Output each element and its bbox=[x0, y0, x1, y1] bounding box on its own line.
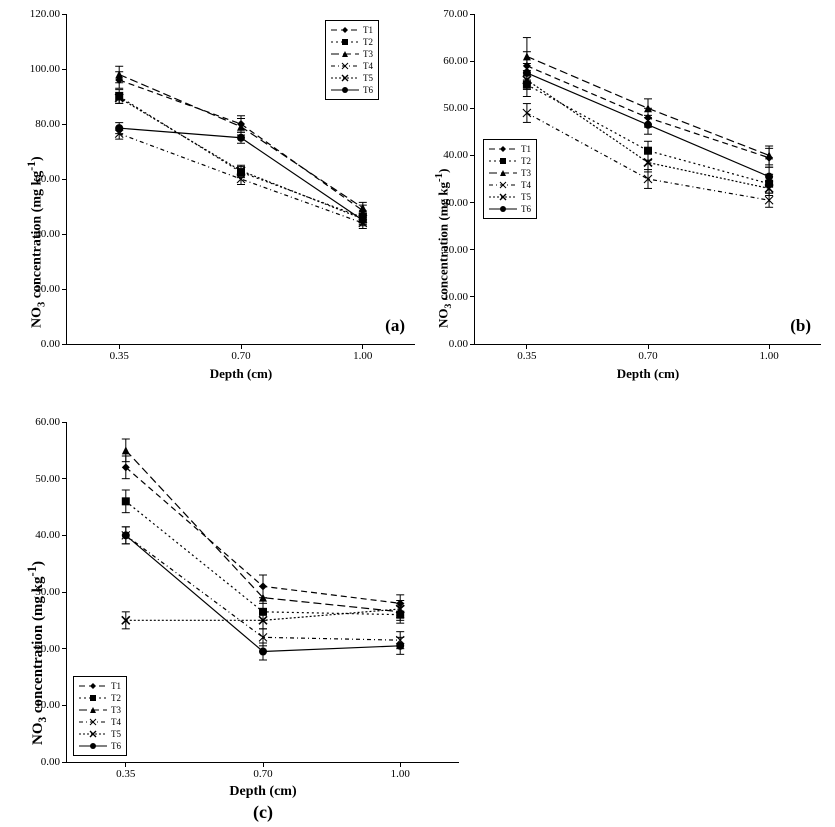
legend-label: T6 bbox=[521, 204, 531, 214]
chart-panel-b: 0.0010.0020.0030.0040.0050.0060.0070.000… bbox=[424, 4, 830, 394]
legend-label: T2 bbox=[363, 37, 373, 47]
legend-label: T4 bbox=[521, 180, 531, 190]
legend-item: T4 bbox=[79, 716, 121, 728]
chart-panel-a: 0.0020.0040.0060.0080.00100.00120.000.35… bbox=[8, 4, 424, 394]
y-tick-label: 50.00 bbox=[35, 473, 67, 485]
x-tick-label: 0.35 bbox=[110, 344, 129, 362]
x-tick-label: 1.00 bbox=[759, 344, 778, 362]
legend-item: T2 bbox=[79, 692, 121, 704]
plot-area: 0.0020.0040.0060.0080.00100.00120.000.35… bbox=[66, 14, 415, 345]
legend-label: T1 bbox=[521, 144, 531, 154]
y-tick-label: 0.00 bbox=[449, 338, 475, 350]
legend-item: T5 bbox=[331, 72, 373, 84]
y-tick-label: 0.00 bbox=[41, 756, 67, 768]
y-tick-label: 80.00 bbox=[35, 118, 67, 130]
legend: T1 T2 T3 T4 T5 T6 bbox=[73, 676, 127, 756]
x-tick-label: 0.35 bbox=[116, 762, 135, 780]
x-axis-title: Depth (cm) bbox=[229, 784, 296, 800]
y-tick-label: 40.00 bbox=[35, 529, 67, 541]
y-tick-label: 0.00 bbox=[41, 338, 67, 350]
legend-label: T5 bbox=[111, 729, 121, 739]
y-tick-label: 120.00 bbox=[30, 8, 67, 20]
legend-item: T5 bbox=[489, 191, 531, 203]
legend-item: T6 bbox=[79, 740, 121, 752]
legend-item: T6 bbox=[331, 84, 373, 96]
legend-item: T3 bbox=[331, 48, 373, 60]
y-axis-title: NO3 concentration (mg kg-1) bbox=[25, 561, 49, 745]
y-tick-label: 100.00 bbox=[30, 63, 67, 75]
legend: T1 T2 T3 T4 T5 T6 bbox=[483, 139, 537, 219]
legend-item: T1 bbox=[331, 24, 373, 36]
legend-label: T5 bbox=[363, 73, 373, 83]
legend-label: T3 bbox=[521, 168, 531, 178]
x-tick-label: 0.70 bbox=[253, 762, 272, 780]
y-axis-title: NO3 concentration (mg kg-1) bbox=[433, 168, 454, 327]
legend-label: T1 bbox=[111, 681, 121, 691]
y-axis-title: NO3 concentration (mg kg-1) bbox=[25, 156, 47, 328]
legend-label: T3 bbox=[111, 705, 121, 715]
legend-item: T5 bbox=[79, 728, 121, 740]
legend-label: T2 bbox=[111, 693, 121, 703]
y-tick-label: 40.00 bbox=[443, 149, 475, 161]
legend-label: T4 bbox=[363, 61, 373, 71]
plot-area: 0.0010.0020.0030.0040.0050.0060.000.350.… bbox=[66, 422, 459, 763]
panel-label: (c) bbox=[253, 802, 273, 823]
y-tick-label: 70.00 bbox=[443, 8, 475, 20]
legend-item: T3 bbox=[79, 704, 121, 716]
legend-item: T2 bbox=[489, 155, 531, 167]
legend-item: T1 bbox=[489, 143, 531, 155]
legend-item: T6 bbox=[489, 203, 531, 215]
chart-panel-c: 0.0010.0020.0030.0040.0050.0060.000.350.… bbox=[8, 410, 468, 815]
panel-label: (a) bbox=[385, 316, 405, 336]
legend: T1 T2 T3 T4 T5 T6 bbox=[325, 20, 379, 100]
legend-label: T2 bbox=[521, 156, 531, 166]
x-tick-label: 1.00 bbox=[391, 762, 410, 780]
legend-label: T3 bbox=[363, 49, 373, 59]
y-tick-label: 60.00 bbox=[35, 416, 67, 428]
legend-label: T4 bbox=[111, 717, 121, 727]
legend-item: T4 bbox=[489, 179, 531, 191]
y-tick-label: 60.00 bbox=[443, 55, 475, 67]
legend-item: T4 bbox=[331, 60, 373, 72]
panel-label: (b) bbox=[790, 316, 811, 336]
y-tick-label: 50.00 bbox=[443, 102, 475, 114]
legend-label: T5 bbox=[521, 192, 531, 202]
legend-label: T6 bbox=[363, 85, 373, 95]
legend-item: T1 bbox=[79, 680, 121, 692]
x-tick-label: 0.70 bbox=[638, 344, 657, 362]
x-axis-title: Depth (cm) bbox=[617, 366, 679, 382]
legend-item: T3 bbox=[489, 167, 531, 179]
legend-item: T2 bbox=[331, 36, 373, 48]
x-tick-label: 0.70 bbox=[231, 344, 250, 362]
legend-label: T6 bbox=[111, 741, 121, 751]
x-tick-label: 0.35 bbox=[517, 344, 536, 362]
plot-area: 0.0010.0020.0030.0040.0050.0060.0070.000… bbox=[474, 14, 821, 345]
x-axis-title: Depth (cm) bbox=[210, 366, 272, 382]
x-tick-label: 1.00 bbox=[353, 344, 372, 362]
legend-label: T1 bbox=[363, 25, 373, 35]
